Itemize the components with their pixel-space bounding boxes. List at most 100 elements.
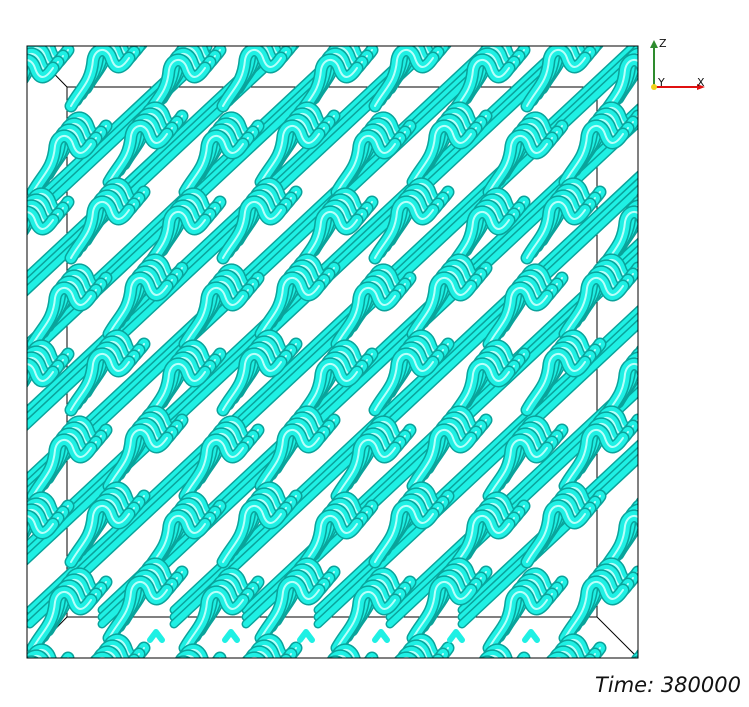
tube-hook: [147, 668, 205, 703]
tube-hook-highlight: [222, 353, 282, 411]
box-front-face: [26, 45, 639, 659]
tube-hook: [480, 651, 504, 658]
connecting-rod: [27, 51, 211, 228]
tube-hook-shadow: [175, 649, 218, 658]
tube-hook-highlight: [32, 591, 92, 649]
tube-hook: [549, 647, 595, 658]
tube-hook-highlight: [101, 645, 140, 658]
tube-hook-highlight: [260, 277, 320, 335]
tube-hook-highlight: [526, 49, 586, 107]
tube-hook-highlight: [336, 439, 396, 497]
tube-hook-highlight: [602, 515, 638, 573]
tube-hook-highlight: [184, 439, 244, 497]
tube-hook-highlight: [108, 581, 168, 639]
tube-hook-highlight: [412, 581, 472, 639]
tube-hook-highlight: [336, 287, 396, 345]
tube-hook-shadow: [479, 649, 522, 658]
tube-hook-highlight: [412, 277, 472, 335]
tube-hook-highlight: [108, 125, 168, 183]
tube-hook: [482, 657, 492, 658]
tube-hook-highlight: [487, 649, 525, 658]
tube-hook-shadow: [327, 649, 370, 658]
tube-hook-highlight: [450, 59, 510, 117]
tube-hook-highlight: [298, 515, 358, 573]
tube-hook-shadow: [147, 668, 205, 703]
tube-hook-highlight: [31, 649, 69, 658]
tube-hook-highlight: [450, 363, 510, 421]
tube-hook-highlight: [564, 581, 624, 639]
tube-hook-highlight: [260, 429, 320, 487]
tube-hook-highlight: [374, 201, 434, 259]
tube-hook-highlight: [250, 651, 269, 658]
orientation-axes: Z Y X: [650, 37, 705, 90]
tube-hook-highlight: [108, 429, 168, 487]
tube-hook-highlight: [27, 363, 54, 382]
tube-hook-shadow: [548, 645, 597, 658]
tube-hook-highlight: [98, 657, 106, 658]
tube-hook-highlight: [554, 651, 573, 658]
tube-hook-shadow: [90, 651, 114, 658]
box-edge-br: [596, 616, 639, 659]
tube-hook-shadow: [394, 651, 418, 658]
y-axis-label: Y: [657, 76, 665, 89]
tube-hook-highlight: [451, 668, 509, 703]
bounding-box-front: [26, 45, 639, 659]
tube-hook-highlight: [557, 645, 596, 658]
tube-hook-highlight: [298, 59, 358, 117]
tube-hook-shadow: [242, 651, 266, 658]
tube-hook-highlight: [146, 211, 206, 269]
tube-hook-highlight: [602, 363, 638, 421]
tube-hook-shadow: [451, 668, 509, 703]
tube-hook-highlight: [108, 277, 168, 335]
x-axis-arrowhead: [697, 84, 705, 90]
tube-hook-highlight: [526, 353, 586, 411]
tube-hook-highlight: [260, 125, 320, 183]
y-axis-dot: [651, 84, 657, 90]
tube-hook: [396, 653, 417, 658]
tube-hook-highlight: [412, 429, 472, 487]
tube-fragment: [447, 629, 465, 643]
tube-hook-highlight: [336, 591, 396, 649]
tube-hook: [328, 651, 352, 658]
tube-hook-shadow: [479, 655, 495, 658]
tube-hook: [176, 651, 200, 658]
tube-hook-highlight: [554, 657, 562, 658]
tube-hook: [178, 657, 188, 658]
tube-hook-highlight: [70, 201, 130, 259]
tube-hook-shadow: [546, 651, 570, 658]
tube-hook-highlight: [526, 201, 586, 259]
tube-hook-highlight: [335, 649, 373, 658]
tube-hook-highlight: [184, 591, 244, 649]
tube-hook-highlight: [260, 581, 320, 639]
tube-hook-highlight: [564, 429, 624, 487]
tube-hook-highlight: [405, 645, 444, 658]
tube-hook-highlight: [222, 505, 282, 563]
tube-hook-shadow: [27, 655, 39, 658]
tube-hook-shadow: [327, 655, 343, 658]
tube-hook: [299, 668, 357, 703]
tube-hook: [0, 668, 53, 703]
tube-hook-highlight: [98, 651, 117, 658]
tube-hook-highlight: [146, 515, 206, 573]
tube-fragment: [372, 629, 390, 643]
connecting-rod: [27, 46, 283, 288]
tube-hook-highlight: [488, 439, 548, 497]
tube-hook-highlight: [488, 135, 548, 193]
tube-hook-highlight: [184, 135, 244, 193]
tube-hook: [27, 657, 36, 658]
tube-hook-highlight: [374, 505, 434, 563]
tube-hook-highlight: [564, 277, 624, 335]
tube-hook: [451, 668, 509, 703]
tube-hook: [93, 647, 139, 658]
tube-hook-highlight: [456, 662, 514, 703]
tube-hook-highlight: [450, 515, 510, 573]
tube-hook-highlight: [29, 655, 43, 658]
tube-hook-highlight: [485, 655, 499, 658]
tube-hook-highlight: [222, 49, 282, 107]
connecting-rod: [27, 46, 278, 281]
tube-hook-highlight: [402, 657, 410, 658]
connecting-rod: [459, 455, 638, 627]
tube-hook-highlight: [374, 49, 434, 107]
tube-hook-highlight: [70, 49, 130, 107]
